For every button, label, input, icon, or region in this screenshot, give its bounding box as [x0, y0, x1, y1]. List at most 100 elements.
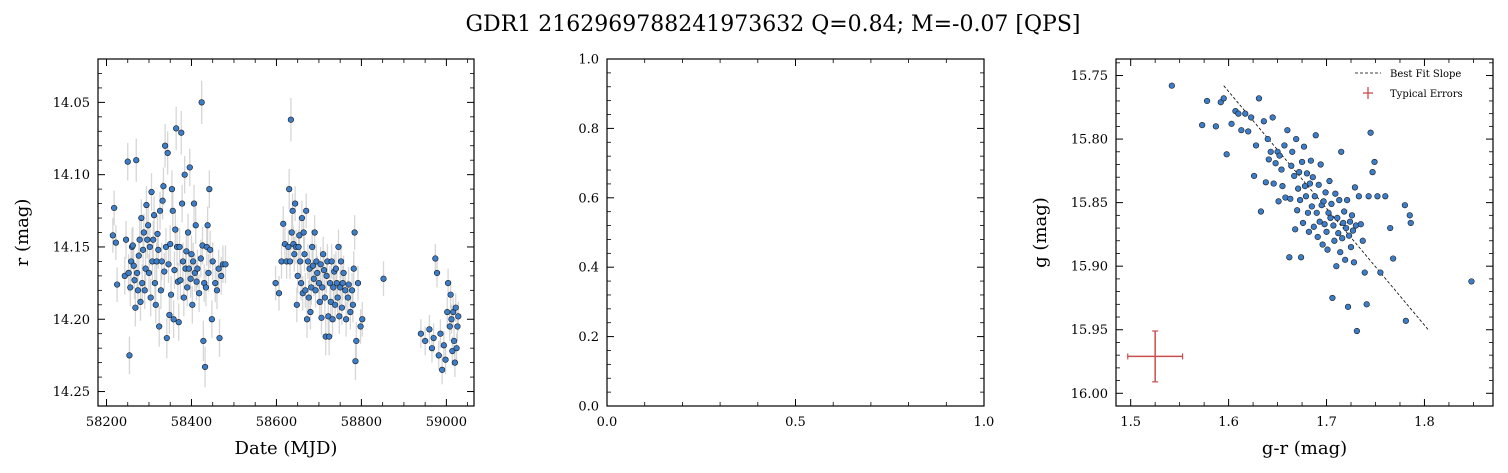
data-point: [1238, 127, 1245, 134]
data-point: [150, 212, 158, 219]
data-point: [313, 258, 320, 265]
data-point: [150, 236, 157, 243]
data-point: [1468, 278, 1475, 285]
data-point: [1220, 95, 1227, 102]
data-point: [133, 157, 140, 164]
x-tick-label: 1.7: [1316, 415, 1337, 430]
data-point: [326, 333, 333, 340]
panel-2: 0.0 0.5 1.0 0.0 0.2 0.4 0.6 0.8 1.0: [578, 53, 994, 431]
data-point: [138, 214, 145, 222]
data-point: [1286, 254, 1293, 261]
data-point: [452, 304, 459, 311]
data-point: [172, 226, 179, 233]
data-point: [1326, 177, 1333, 185]
legend-label-best-fit: Best Fit Slope: [1390, 69, 1461, 80]
data-point: [446, 323, 453, 330]
data-point: [140, 229, 147, 236]
data-point: [194, 265, 201, 272]
data-point: [124, 158, 131, 165]
data-point: [1319, 241, 1326, 248]
data-point: [1343, 224, 1350, 232]
data-point: [1291, 172, 1298, 180]
data-point: [298, 214, 306, 222]
data-point: [155, 246, 162, 253]
data-point: [1371, 158, 1378, 166]
data-point: [216, 334, 223, 342]
data-point: [1328, 200, 1335, 208]
y-tick-label: 0.6: [578, 191, 599, 206]
data-point: [1305, 228, 1313, 235]
data-point: [345, 281, 352, 288]
x-tick-label: 59000: [426, 415, 467, 430]
data-point: [178, 129, 185, 136]
data-point: [1298, 158, 1306, 166]
data-point: [1302, 193, 1310, 200]
data-point: [179, 258, 187, 265]
data-point: [129, 242, 136, 249]
data-point: [151, 280, 159, 287]
data-point: [167, 291, 175, 298]
data-point: [152, 301, 159, 308]
data-point: [131, 277, 138, 284]
best-fit-line: [1223, 85, 1430, 332]
data-point: [422, 337, 429, 345]
data-point: [176, 243, 183, 251]
data-point: [349, 301, 357, 308]
y-tick-label: 16.00: [1071, 387, 1108, 402]
data-point: [1369, 169, 1376, 176]
data-point: [1212, 123, 1219, 130]
data-point: [146, 243, 153, 251]
data-point: [295, 243, 302, 251]
data-point: [450, 337, 458, 345]
x-tick-label: 58400: [171, 415, 212, 430]
data-point: [1255, 95, 1263, 102]
data-point: [1332, 190, 1339, 197]
data-point: [1275, 198, 1282, 205]
data-point: [432, 255, 439, 262]
data-point: [1345, 232, 1353, 239]
data-point: [442, 356, 449, 363]
data-point: [311, 229, 318, 236]
data-point: [187, 275, 194, 282]
data-point: [1199, 121, 1206, 129]
data-point: [451, 359, 458, 366]
data-point: [291, 251, 298, 258]
data-point: [222, 261, 229, 268]
data-point: [183, 248, 190, 255]
data-point: [303, 316, 311, 323]
data-point: [160, 183, 167, 190]
data-point: [1361, 269, 1368, 276]
data-point: [127, 284, 134, 291]
y-axis-label: g (mag): [1030, 197, 1051, 268]
data-point: [333, 280, 340, 287]
data-point: [197, 255, 204, 262]
data-point: [312, 287, 319, 294]
data-point: [289, 207, 296, 214]
data-point: [153, 258, 160, 265]
data-point: [325, 313, 332, 320]
data-point: [1301, 183, 1309, 190]
data-point: [1168, 82, 1175, 89]
data-point: [148, 188, 155, 196]
x-tick-label: 1.6: [1218, 415, 1239, 430]
data-point: [180, 294, 187, 301]
data-point: [1314, 233, 1321, 241]
data-point: [1341, 208, 1348, 215]
x-tick-label: 1.0: [974, 415, 995, 430]
data-point: [342, 287, 349, 294]
data-point: [135, 252, 142, 259]
data-point: [157, 287, 164, 294]
data-point: [1406, 212, 1413, 219]
data-point: [1284, 127, 1291, 134]
plot-frame: [1115, 58, 1494, 407]
data-point: [156, 323, 163, 330]
data-point: [188, 251, 195, 258]
data-point: [1252, 142, 1260, 149]
data-point: [193, 278, 200, 285]
data-point: [417, 330, 424, 337]
data-point: [316, 298, 323, 306]
data-point: [426, 326, 433, 333]
data-point: [285, 243, 292, 251]
data-point: [132, 304, 139, 311]
data-point: [1289, 148, 1296, 155]
